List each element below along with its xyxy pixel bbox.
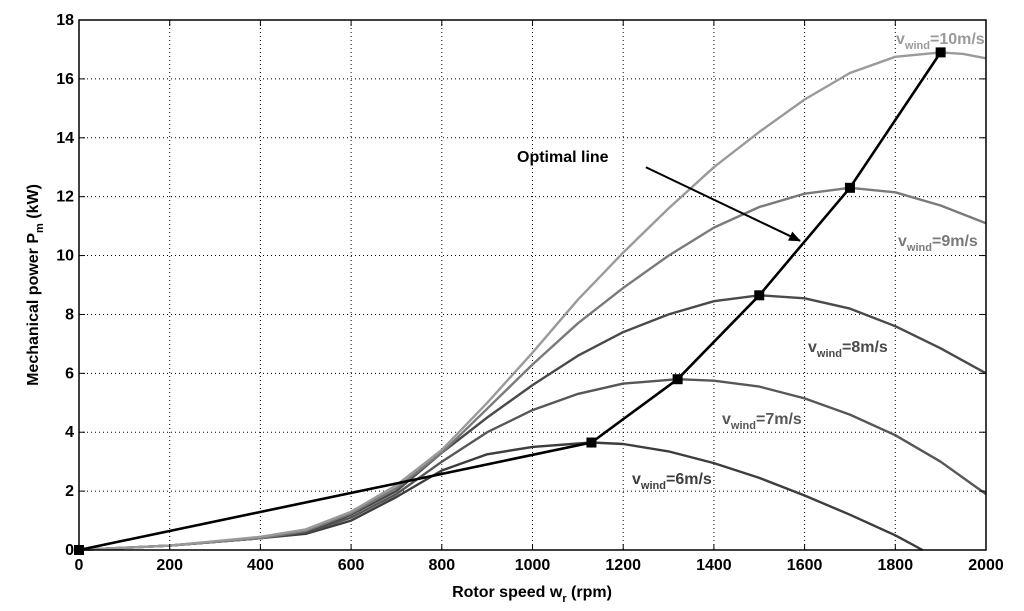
x-tick-label: 1000	[515, 557, 551, 574]
series-label: vwind=10m/s	[896, 31, 985, 52]
power-curve-6m-s	[78, 441, 924, 552]
y-tick-label: 16	[56, 71, 74, 88]
series-label: vwind=8m/s	[808, 339, 888, 360]
optimal-point-marker	[672, 374, 683, 385]
y-tick-label: 6	[65, 365, 74, 382]
x-tick-label: 1400	[696, 557, 732, 574]
x-tick-label: 1800	[878, 557, 914, 574]
x-tick-label: 600	[338, 557, 365, 574]
optimal-point-marker	[935, 47, 946, 58]
optimal-point-marker	[844, 182, 855, 193]
x-tick-label: 1600	[787, 557, 823, 574]
x-tick-label: 1200	[605, 557, 641, 574]
series-label: vwind=7m/s	[722, 411, 802, 432]
y-tick-label: 0	[65, 542, 74, 559]
series-label: vwind=6m/s	[632, 471, 712, 492]
annotation-text: Optimal line	[517, 149, 609, 166]
y-tick-label: 14	[56, 130, 74, 147]
x-tick-label: 200	[156, 557, 183, 574]
optimal-point-marker	[586, 437, 597, 448]
grid	[79, 20, 986, 550]
x-tick-label: 2000	[968, 557, 1004, 574]
y-tick-label: 12	[56, 189, 74, 206]
annotation-arrow	[645, 166, 801, 242]
power-curve-10m-s	[78, 51, 987, 552]
optimal-point-marker	[754, 290, 765, 301]
y-tick-label: 18	[56, 12, 74, 29]
x-tick-label: 0	[75, 557, 84, 574]
series-labels: vwind=6m/s vwind=7m/s vwind=8m/s vwind=9m/s…	[632, 31, 985, 492]
y-axis-title: Mechanical power Pm (kW)	[25, 184, 46, 386]
x-tick-label: 800	[428, 557, 455, 574]
annotations: Optimal line	[517, 149, 801, 242]
ticks: 0 200 400 600 800 1000 1200 1400 1600 1800 2000 0 2 4…	[56, 12, 1004, 574]
x-tick-label: 400	[247, 557, 274, 574]
x-axis-title: Rotor speed wr (rpm)	[452, 584, 612, 605]
y-tick-label: 8	[65, 306, 74, 323]
y-tick-label: 10	[56, 248, 74, 265]
power-curve-8m-s	[78, 294, 987, 552]
series-label: vwind=9m/s	[898, 233, 978, 254]
y-tick-label: 2	[65, 483, 74, 500]
optimal-line	[78, 51, 942, 552]
y-tick-label: 4	[65, 424, 74, 441]
